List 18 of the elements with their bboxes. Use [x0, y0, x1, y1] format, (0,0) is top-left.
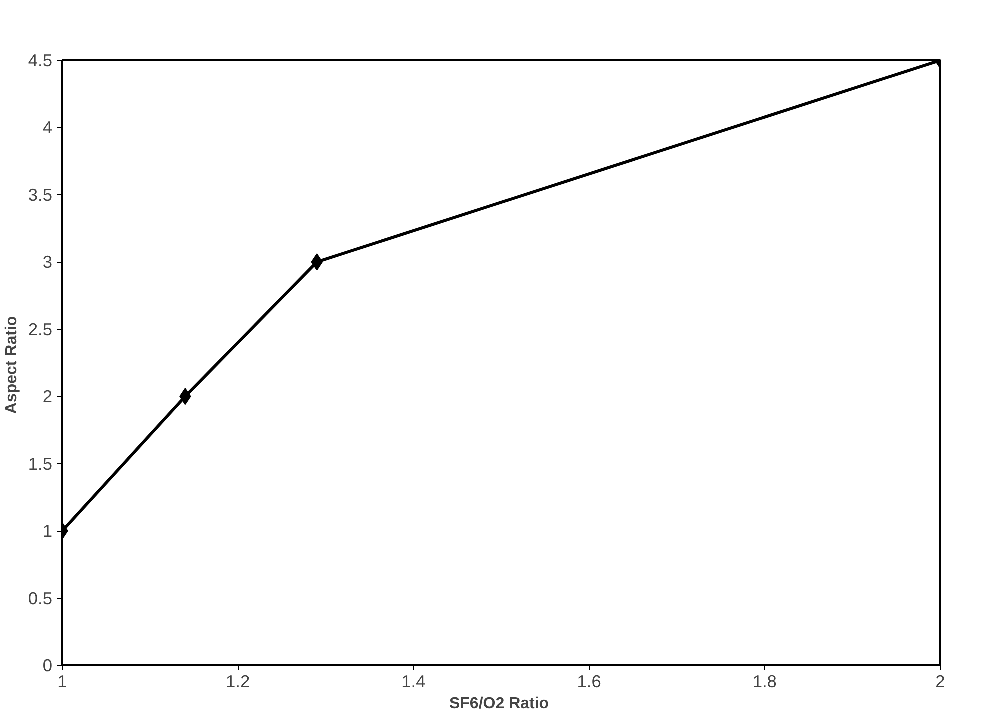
x-tick-label: 1.4 — [402, 672, 426, 692]
x-axis-title: SF6/O2 Ratio — [449, 696, 550, 712]
x-tick-label: 1.8 — [752, 672, 777, 692]
y-tick-label: 0 — [42, 656, 53, 676]
y-tick-label: 1 — [42, 521, 53, 542]
x-tick-label: 1 — [58, 672, 68, 692]
y-tick-label: 4.5 — [28, 50, 53, 70]
x-tick-label: 2 — [936, 672, 946, 692]
y-tick-label: 4 — [42, 118, 53, 138]
x-tick-label: 1.6 — [577, 672, 602, 692]
y-tick-label: 2.5 — [28, 319, 53, 340]
y-tick-label: 3.5 — [28, 184, 53, 205]
y-tick-label: 3 — [42, 252, 53, 272]
x-tick-label: 1.2 — [226, 672, 250, 692]
y-tick-label: 0.5 — [28, 588, 53, 608]
y-axis-title: Aspect Ratio — [3, 316, 20, 414]
y-tick-label: 1.5 — [28, 454, 53, 474]
y-tick-label: 2 — [42, 386, 53, 407]
